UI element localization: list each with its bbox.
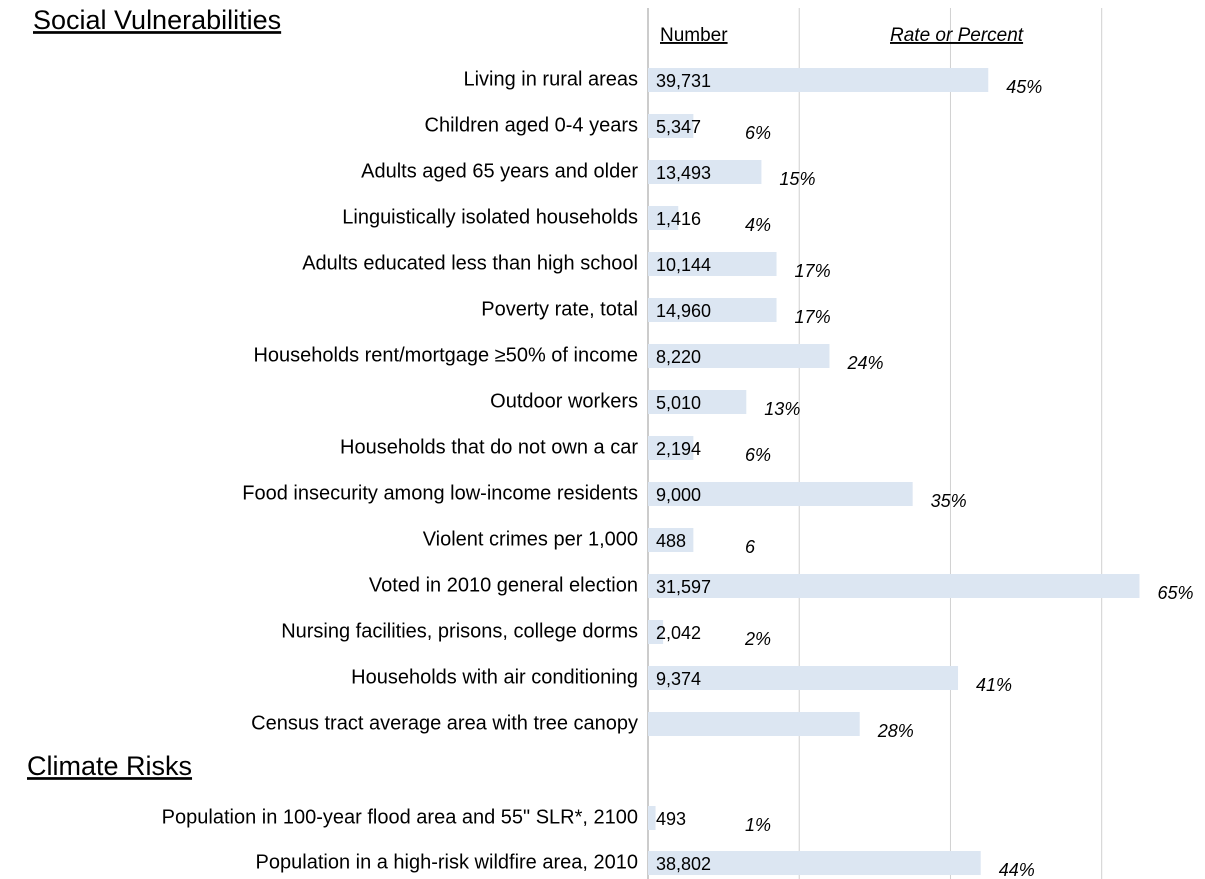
number-label: 39,731 [656, 71, 711, 91]
row-label: Households that do not own a car [340, 436, 638, 458]
rate-label: 41% [976, 675, 1012, 695]
rate-label: 15% [779, 169, 815, 189]
number-label: 5,347 [656, 117, 701, 137]
number-header: Number [660, 25, 728, 46]
bar [648, 160, 762, 184]
bar [648, 806, 656, 830]
number-label: 9,374 [656, 669, 701, 689]
bar [648, 436, 694, 460]
rate-label: 24% [846, 353, 883, 373]
number-label: 2,194 [656, 439, 701, 459]
number-label: 8,220 [656, 347, 701, 367]
row-label: Census tract average area with tree cano… [251, 712, 638, 734]
number-label: 488 [656, 531, 686, 551]
row-label: Voted in 2010 general election [369, 574, 638, 596]
rate-label: 13% [764, 399, 800, 419]
bar [648, 68, 989, 92]
rate-label: 6% [745, 445, 771, 465]
rate-label: 65% [1158, 583, 1194, 603]
row-label: Adults educated less than high school [302, 252, 638, 274]
row-label: Food insecurity among low-income residen… [242, 482, 638, 504]
number-label: 14,960 [656, 301, 711, 321]
rate-label: 2% [744, 629, 771, 649]
row-label: Households with air conditioning [351, 666, 638, 688]
section-title: Climate Risks [27, 751, 192, 781]
rate-label: 17% [795, 261, 831, 281]
number-label: 31,597 [656, 577, 711, 597]
row-label: Population in a high-risk wildfire area,… [256, 851, 638, 873]
number-label: 38,802 [656, 854, 711, 874]
bar [648, 344, 830, 368]
bar [648, 482, 913, 506]
number-label: 1,416 [656, 209, 701, 229]
row-label: Children aged 0-4 years [425, 114, 638, 136]
bar [648, 206, 679, 230]
rate-label: 28% [877, 721, 914, 741]
bar [648, 114, 694, 138]
rate-label: 6% [745, 123, 771, 143]
rate-label: 35% [931, 491, 967, 511]
row-label: Violent crimes per 1,000 [423, 528, 638, 550]
bar [648, 712, 860, 736]
row-label: Linguistically isolated households [342, 206, 638, 228]
bar [648, 620, 664, 644]
rate-header: Rate or Percent [890, 25, 1024, 46]
row-label: Adults aged 65 years and older [361, 160, 638, 182]
number-label: 13,493 [656, 163, 711, 183]
bar [648, 574, 1140, 598]
bar [648, 528, 694, 552]
row-label: Households rent/mortgage ≥50% of income [253, 344, 638, 366]
section-title: Social Vulnerabilities [33, 5, 281, 35]
row-label: Outdoor workers [490, 390, 638, 412]
rate-label: 17% [795, 307, 831, 327]
row-label: Living in rural areas [463, 68, 638, 90]
bar [648, 298, 777, 322]
row-label: Population in 100-year flood area and 55… [162, 806, 638, 828]
bar [648, 851, 981, 875]
number-label: 493 [656, 809, 686, 829]
rate-label: 1% [745, 815, 771, 835]
number-label: 9,000 [656, 485, 701, 505]
rate-label: 44% [999, 860, 1035, 879]
rate-label: 6 [745, 537, 756, 557]
row-label: Poverty rate, total [481, 298, 638, 320]
rate-label: 45% [1006, 77, 1042, 97]
number-label: 10,144 [656, 255, 711, 275]
number-label: 5,010 [656, 393, 701, 413]
bar [648, 666, 959, 690]
row-label: Nursing facilities, prisons, college dor… [281, 620, 638, 642]
bar [648, 390, 747, 414]
bar [648, 252, 777, 276]
rate-label: 4% [745, 215, 771, 235]
number-label: 2,042 [656, 623, 701, 643]
